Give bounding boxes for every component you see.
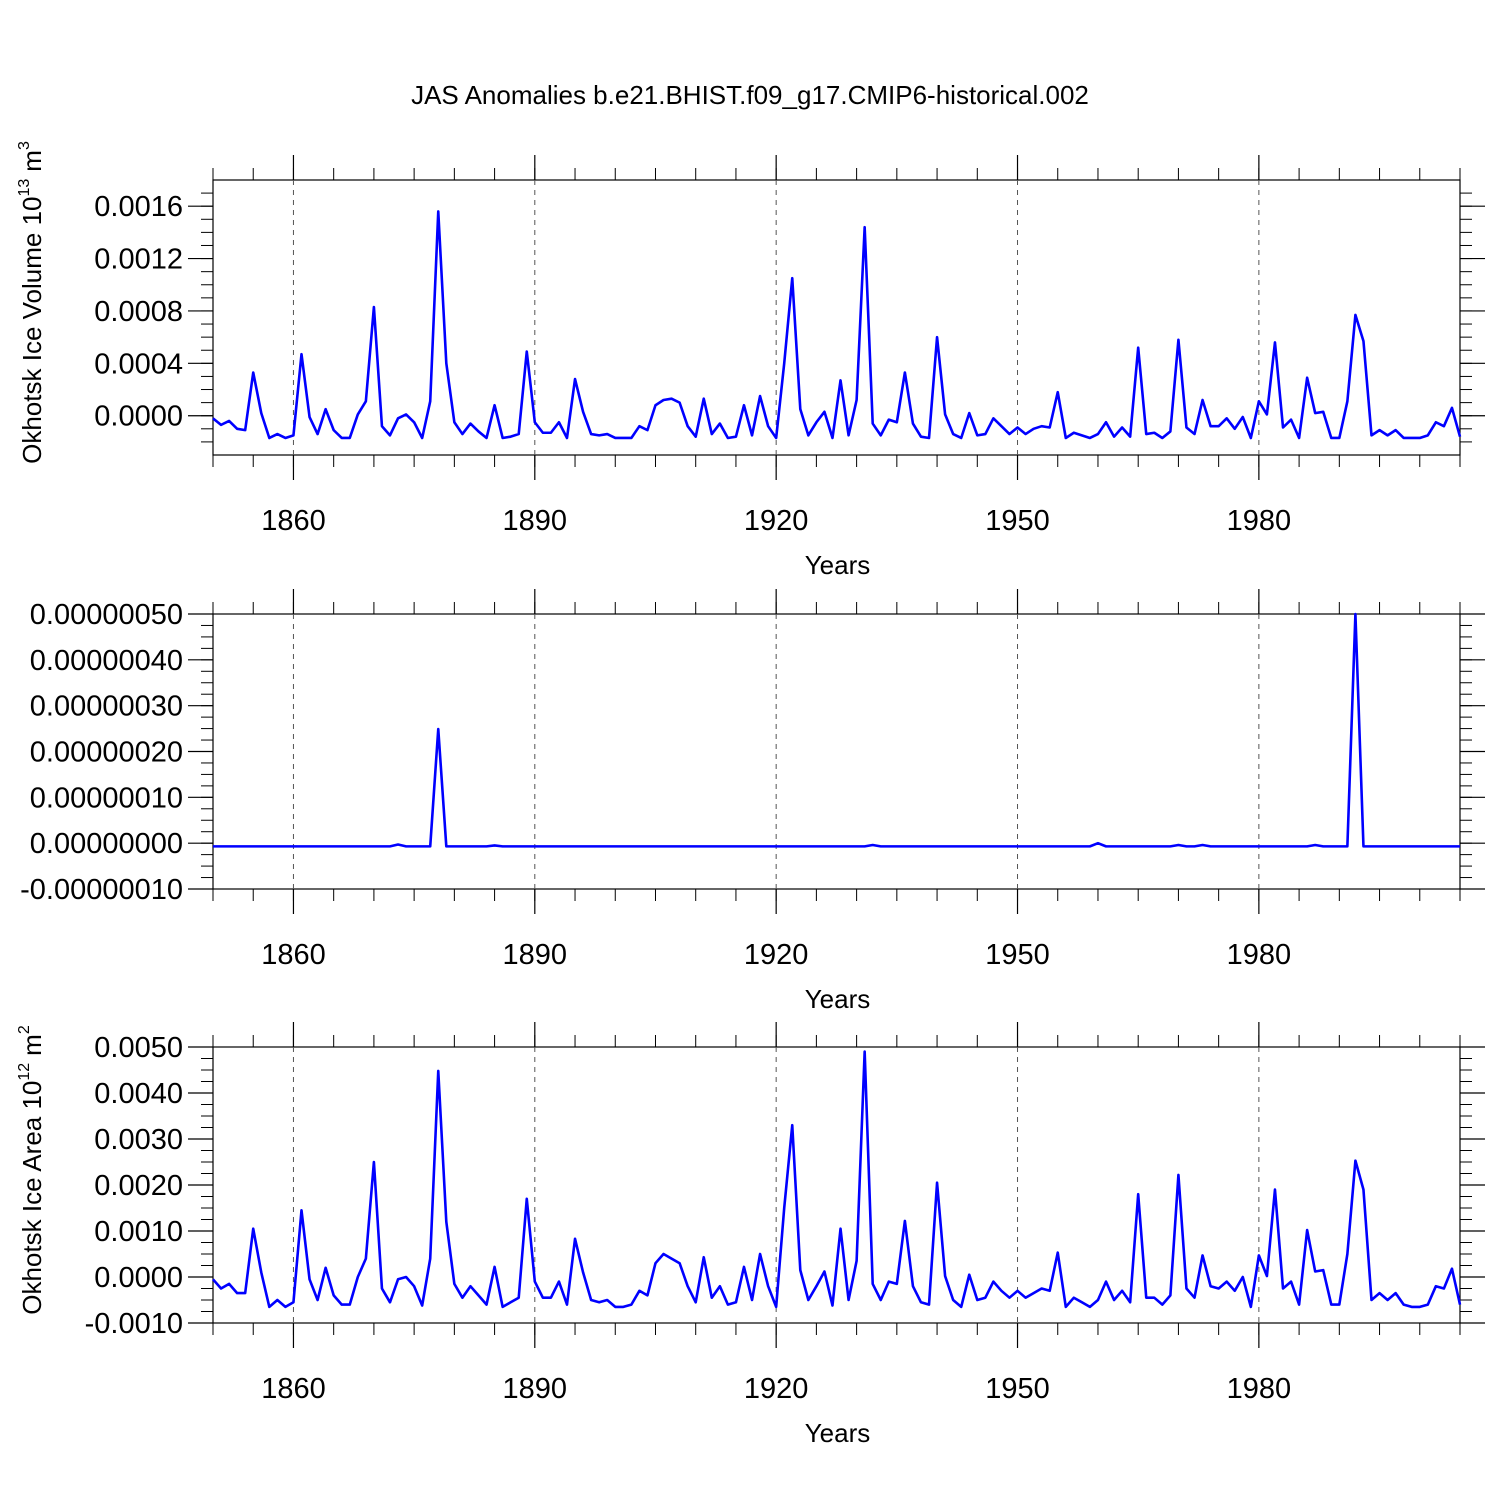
y-tick-label: 0.0050 bbox=[94, 1032, 183, 1064]
x-tick-label: 1950 bbox=[985, 939, 1050, 971]
y-tick-label: 0.00000030 bbox=[30, 691, 183, 723]
y-tick-label: 0.00000010 bbox=[30, 782, 183, 814]
plot-frame bbox=[212, 179, 1461, 456]
y-axis-title: Okhotsk Ice Volume 1013 m3 bbox=[16, 141, 47, 464]
y-tick-label: 0.0008 bbox=[94, 296, 183, 328]
y-tick-label: 0.00000040 bbox=[30, 645, 183, 677]
plot-frame bbox=[212, 613, 1461, 890]
y-axis-title-unit: m bbox=[17, 150, 47, 172]
x-tick-label: 1950 bbox=[985, 505, 1050, 537]
x-tick-label: 1920 bbox=[744, 1373, 809, 1405]
x-tick-label: 1890 bbox=[503, 939, 568, 971]
plot-frame bbox=[212, 1046, 1461, 1324]
x-tick-label: 1980 bbox=[1227, 1373, 1292, 1405]
x-tick-label: 1890 bbox=[503, 505, 568, 537]
y-tick-label: 0.00000000 bbox=[30, 828, 183, 860]
y-tick-label: 0.0020 bbox=[94, 1170, 183, 1202]
y-tick-label: -0.0010 bbox=[85, 1308, 183, 1340]
y-axis-title-unit: m bbox=[17, 1034, 47, 1056]
y-axis-title-exp: 3 bbox=[16, 141, 33, 150]
data-line bbox=[213, 612, 1460, 848]
x-axis-title: Years bbox=[805, 984, 871, 1014]
y-tick-label: 0.0012 bbox=[94, 244, 183, 276]
y-axis-title-text: Okhotsk Ice Area 10 bbox=[17, 1081, 47, 1315]
x-axis-title: Years bbox=[805, 550, 871, 580]
y-tick-label: 0.0030 bbox=[94, 1124, 183, 1156]
y-tick-label: 0.0016 bbox=[94, 191, 183, 223]
x-tick-label: 1920 bbox=[744, 505, 809, 537]
y-axis-title-text: Okhotsk Ice Volume 10 bbox=[17, 197, 47, 464]
chart-title: JAS Anomalies b.e21.BHIST.f09_g17.CMIP6-… bbox=[411, 80, 1089, 110]
y-tick-label: 0.00000020 bbox=[30, 737, 183, 769]
y-tick-label: 0.0040 bbox=[94, 1078, 183, 1110]
x-axis-title: Years bbox=[805, 1418, 871, 1448]
x-tick-label: 1860 bbox=[261, 1373, 326, 1405]
x-tick-label: 1950 bbox=[985, 1373, 1050, 1405]
y-axis-title-exp: 2 bbox=[16, 1025, 33, 1034]
y-tick-label: 0.0000 bbox=[94, 401, 183, 433]
x-tick-label: 1860 bbox=[261, 505, 326, 537]
y-tick-label: -0.00000010 bbox=[20, 874, 183, 906]
x-tick-label: 1980 bbox=[1227, 505, 1292, 537]
data-line bbox=[212, 210, 1462, 440]
y-axis-title: Okhotsk Ice Area 1012 m2 bbox=[16, 1025, 47, 1315]
data-line bbox=[212, 1050, 1462, 1309]
y-tick-label: 0.0010 bbox=[94, 1216, 183, 1248]
x-tick-label: 1860 bbox=[261, 939, 326, 971]
x-tick-label: 1980 bbox=[1227, 939, 1292, 971]
y-axis-title-exp: 13 bbox=[16, 179, 33, 197]
y-tick-label: 0.00000050 bbox=[30, 599, 183, 631]
y-axis-title-exp: 12 bbox=[16, 1063, 33, 1081]
y-tick-label: 0.0000 bbox=[94, 1262, 183, 1294]
x-tick-label: 1890 bbox=[503, 1373, 568, 1405]
x-tick-label: 1920 bbox=[744, 939, 809, 971]
y-tick-label: 0.0004 bbox=[94, 348, 183, 380]
